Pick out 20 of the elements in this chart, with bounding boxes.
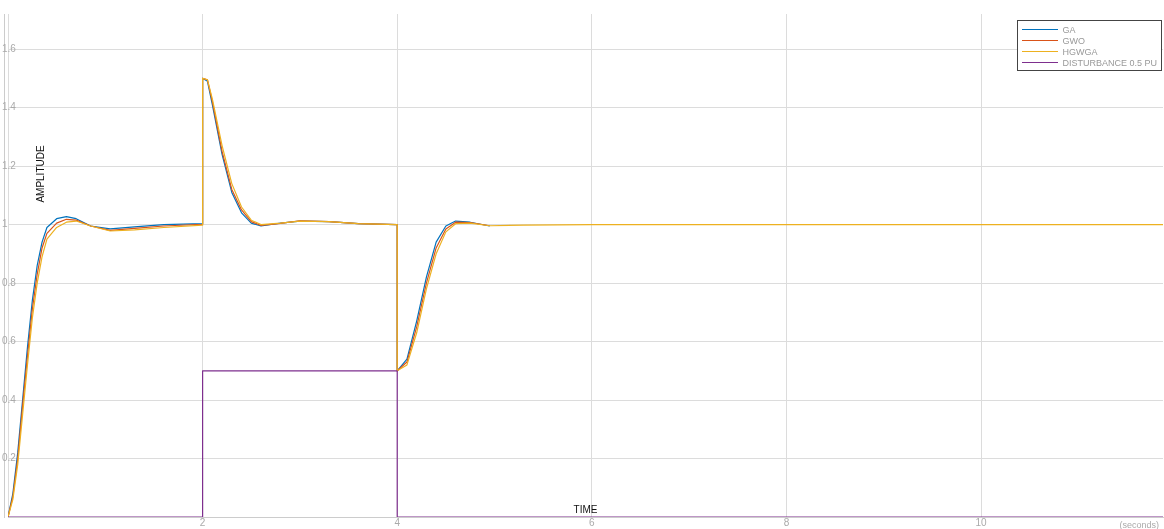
x-tick-label: 2 <box>199 516 206 528</box>
legend-label: GWO <box>1062 35 1085 46</box>
y-tick-label: 0.2 <box>2 452 17 464</box>
x-tick-label: 4 <box>394 516 401 528</box>
y-axis-title: AMPLITUDE <box>34 145 46 203</box>
y-tick-label: 1 <box>2 218 8 230</box>
y-tick-label: 1.2 <box>2 159 17 171</box>
y-tick-label: 0.6 <box>2 335 17 347</box>
y-tick-label: 1.6 <box>2 42 17 54</box>
text: (seconds) <box>1119 519 1159 529</box>
y-tick-label: 0.8 <box>2 276 17 288</box>
y-tick-label: 0.4 <box>2 393 17 405</box>
x-tick-label: 8 <box>783 516 790 528</box>
x-axis-title: TIME <box>573 503 598 515</box>
x-tick-label: 6 <box>589 516 596 528</box>
legend-label: HGWGA <box>1062 46 1098 57</box>
y-tick-label: 1.4 <box>2 101 17 113</box>
x-tick-label: 10 <box>975 516 988 528</box>
legend-label: DISTURBANCE 0.5 PU <box>1062 57 1157 68</box>
legend-label: GA <box>1062 24 1076 35</box>
